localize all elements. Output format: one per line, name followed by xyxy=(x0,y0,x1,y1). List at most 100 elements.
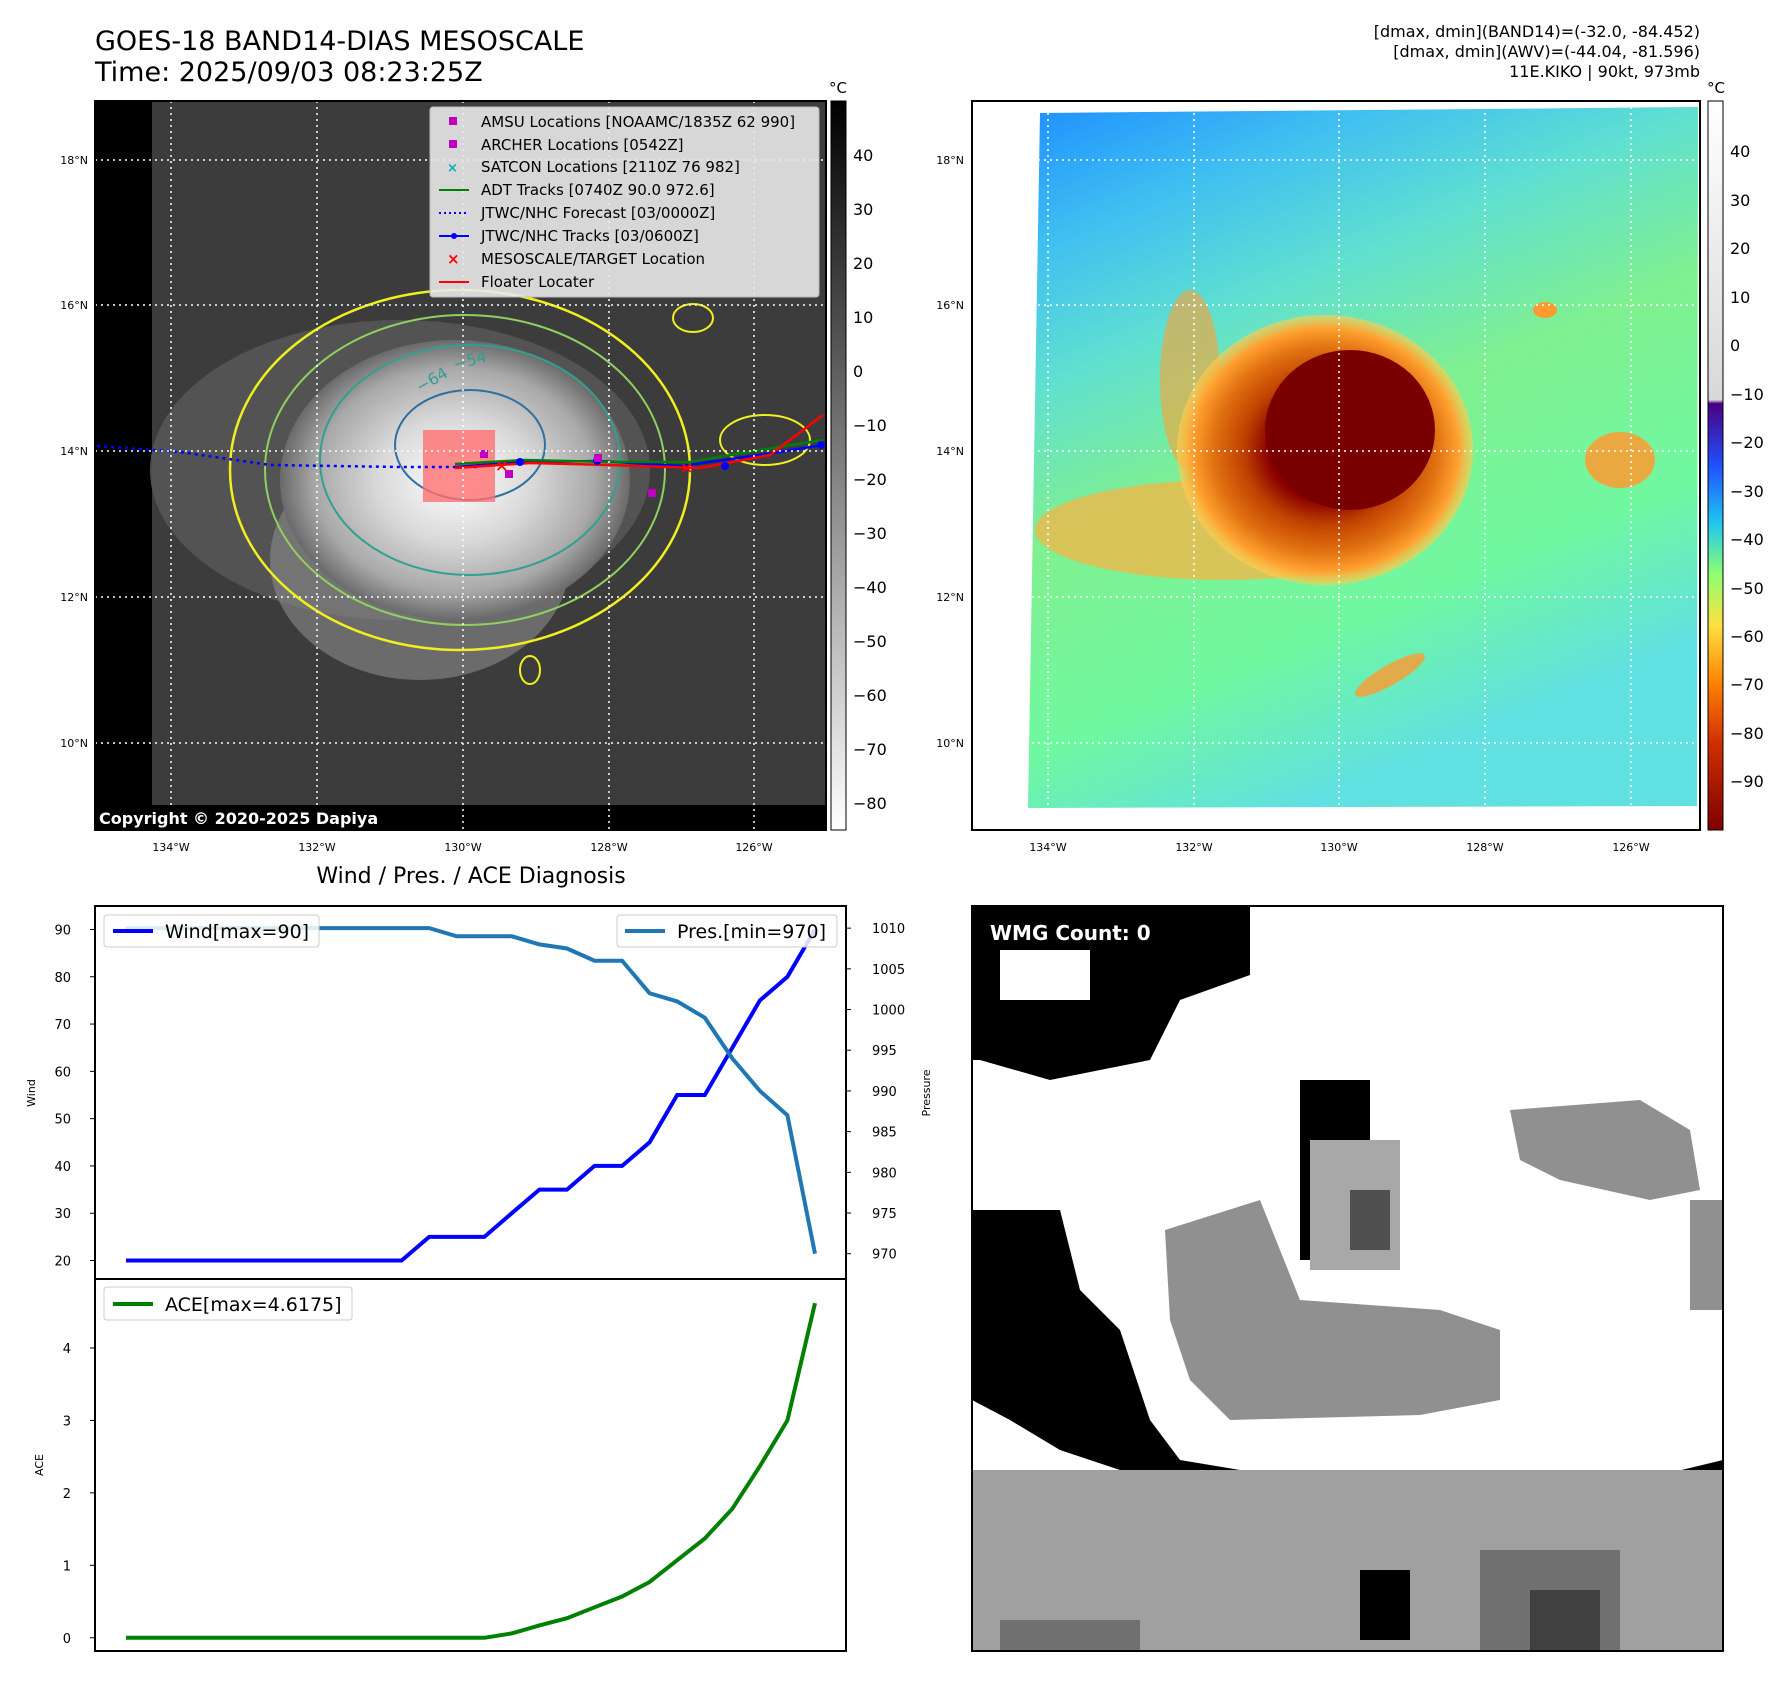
awv-lat-label: 12°N xyxy=(936,591,964,604)
wind-series-line xyxy=(126,928,817,1263)
wmg-dark-bottom xyxy=(1530,1590,1600,1651)
ir-cbar-tick: 40 xyxy=(853,146,873,165)
ace-legend-label: ACE[max=4.6175] xyxy=(165,1294,342,1316)
title-line-2: Time: 2025/09/03 08:23:25Z xyxy=(95,57,483,88)
legend-label: AMSU Locations [NOAAMC/1835Z 62 990] xyxy=(481,113,795,131)
ir-cell-north xyxy=(672,303,714,333)
legend-label: ARCHER Locations [0542Z] xyxy=(481,136,684,154)
legend-label: MESOSCALE/TARGET Location xyxy=(481,250,705,268)
ir-lat-label: 10°N xyxy=(60,737,88,750)
awv-cell-north xyxy=(1533,302,1557,318)
wind-tick-label: 40 xyxy=(54,1160,71,1175)
ir-lon-labels: 134°W 132°W 130°W 128°W 126°W xyxy=(152,841,772,854)
diag-title: Wind / Pres. / ACE Diagnosis xyxy=(316,864,625,889)
ir-cbar-tick: 20 xyxy=(853,254,873,273)
pressure-tick-label: 990 xyxy=(872,1085,897,1100)
awv-lat-label: 18°N xyxy=(936,154,964,167)
ir-lon-label: 132°W xyxy=(298,841,335,854)
ir-cbar-tick: −10 xyxy=(853,416,887,435)
wind-pres-panel: Wind Pressure 20 30 40 50 60 70 80 90 970 975 980… xyxy=(25,905,933,1280)
awv-lat-label: 14°N xyxy=(936,445,964,458)
pressure-ylabel: Pressure xyxy=(920,1069,933,1116)
stats-line-2: [dmax, dmin](AWV)=(-44.04, -81.596) xyxy=(1393,42,1700,61)
ir-cbar-tick: 0 xyxy=(853,362,863,381)
ace-tick-label: 2 xyxy=(63,1487,71,1502)
amsu-marker xyxy=(594,454,602,462)
ir-lon-label: 134°W xyxy=(152,841,189,854)
adt-track xyxy=(454,438,824,466)
ir-lat-label: 16°N xyxy=(60,299,88,312)
ace-yticks: 0 1 2 3 4 xyxy=(63,1342,95,1647)
awv-cbar-tick: 40 xyxy=(1730,142,1750,161)
ace-tick-label: 0 xyxy=(63,1632,71,1647)
pressure-tick-label: 995 xyxy=(872,1044,897,1059)
forecast-track xyxy=(96,444,480,469)
awv-panel: 18°N 16°N 14°N 12°N 10°N 134°W 132°W 130… xyxy=(936,79,1764,854)
track-point xyxy=(516,458,524,466)
ir-colorbar-ticks: 40 30 20 10 0 −10 −20 −30 −40 −50 −60 −7… xyxy=(853,146,887,813)
legend-marker-satcon: × xyxy=(447,161,458,176)
stats-block: [dmax, dmin](BAND14)=(-32.0, -84.452) [d… xyxy=(1374,22,1700,82)
legend-label: Floater Locater xyxy=(481,273,595,291)
awv-cbar-tick: −50 xyxy=(1730,579,1764,598)
pressure-legend: Pres.[min=970] xyxy=(616,914,838,948)
legend-label: ADT Tracks [0740Z 90.0 972.6] xyxy=(481,181,715,199)
ir-lat-label: 18°N xyxy=(60,154,88,167)
wmg-count-label: WMG Count: 0 xyxy=(990,921,1151,945)
ir-lon-label: 128°W xyxy=(590,841,627,854)
wmg-panel: WMG Count: 0 xyxy=(971,905,1724,1652)
legend-marker-tracks-dot xyxy=(451,233,457,239)
wmg-black-region-nw xyxy=(972,906,1250,1080)
ir-panel: −64 −54 × × xyxy=(60,79,887,854)
awv-lon-label: 126°W xyxy=(1612,841,1649,854)
ace-tick-label: 3 xyxy=(63,1414,71,1429)
pressure-yticks: 970 975 980 985 990 995 1000 1005 1010 xyxy=(846,922,905,1263)
wind-ylabel: Wind xyxy=(25,1079,38,1107)
ace-legend: ACE[max=4.6175] xyxy=(103,1286,353,1321)
wind-yticks: 20 30 40 50 60 70 80 90 xyxy=(54,923,95,1270)
wmg-mid-bottom-w xyxy=(1000,1620,1140,1651)
wind-legend-label: Wind[max=90] xyxy=(165,921,309,943)
ace-series-line xyxy=(126,1302,817,1640)
ir-contour-green xyxy=(264,314,666,626)
ir-legend: AMSU Locations [NOAAMC/1835Z 62 990] ARC… xyxy=(429,106,820,298)
awv-cbar-tick: 30 xyxy=(1730,191,1750,210)
legend-label: JTWC/NHC Tracks [03/0600Z] xyxy=(480,227,699,245)
ace-ylabel: ACE xyxy=(33,1454,46,1476)
archer-marker xyxy=(505,470,513,478)
wind-tick-label: 90 xyxy=(54,923,71,938)
ace-tick-label: 1 xyxy=(63,1559,71,1574)
pressure-tick-label: 1010 xyxy=(872,922,905,937)
wind-tick-label: 30 xyxy=(54,1207,71,1222)
wind-tick-label: 60 xyxy=(54,1065,71,1080)
ir-cbar-tick: −30 xyxy=(853,524,887,543)
ir-cbar-tick: −40 xyxy=(853,578,887,597)
legend-marker-target: × xyxy=(447,250,460,268)
awv-lon-label: 132°W xyxy=(1175,841,1212,854)
awv-colorbar-unit: °C xyxy=(1707,79,1725,97)
wind-frame xyxy=(94,905,847,1280)
target-marker: × xyxy=(680,458,693,477)
ir-lon-label: 130°W xyxy=(444,841,481,854)
wind-legend-box xyxy=(103,914,320,948)
ir-colorbar-unit: °C xyxy=(829,79,847,97)
pressure-tick-label: 1005 xyxy=(872,963,905,978)
pressure-legend-label: Pres.[min=970] xyxy=(677,921,826,943)
stats-line-1: [dmax, dmin](BAND14)=(-32.0, -84.452) xyxy=(1373,22,1700,41)
wmg-gray-edge xyxy=(1690,1200,1723,1310)
copyright-bg xyxy=(95,806,405,830)
awv-lat-labels: 18°N 16°N 14°N 12°N 10°N xyxy=(936,154,964,750)
ir-cbar-tick: −80 xyxy=(853,794,887,813)
legend-marker-amsu xyxy=(449,117,457,125)
ir-cbar-tick: −50 xyxy=(853,632,887,651)
wind-tick-label: 70 xyxy=(54,1018,71,1033)
ir-cbar-tick: 30 xyxy=(853,200,873,219)
ir-cbar-tick: −60 xyxy=(853,686,887,705)
ace-panel: ACE 0 1 2 3 4 ACE[max=4.6175] xyxy=(33,1278,847,1652)
copyright-text: Copyright © 2020-2025 Dapiya xyxy=(99,809,378,828)
ir-lat-labels: 18°N 16°N 14°N 12°N 10°N xyxy=(60,154,88,750)
pressure-tick-label: 985 xyxy=(872,1126,897,1141)
pressure-tick-label: 975 xyxy=(872,1207,897,1222)
awv-cbar-tick: −10 xyxy=(1730,385,1764,404)
wmg-gray-east xyxy=(1510,1100,1700,1200)
